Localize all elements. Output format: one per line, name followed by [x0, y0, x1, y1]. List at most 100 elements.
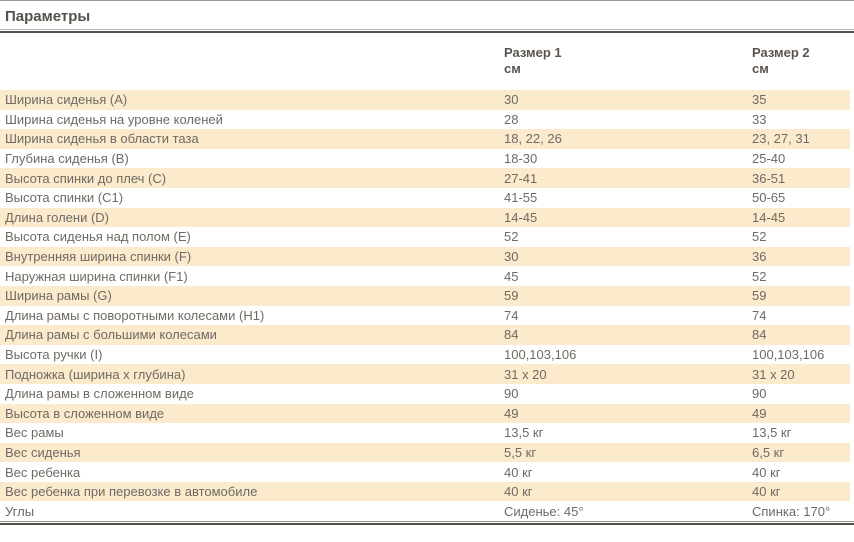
- row-value-size2: 23, 27, 31: [752, 131, 810, 147]
- row-label: Ширина сиденья (A): [5, 92, 128, 108]
- row-value-size1: 41-55: [504, 190, 538, 206]
- row-value-size1: 30: [504, 92, 519, 108]
- row-label: Длина рамы в сложенном виде: [5, 386, 194, 402]
- row-value-size1: 52: [504, 229, 519, 245]
- row-label: Вес рамы: [5, 425, 64, 441]
- row-value-size1: 13,5 кг: [504, 425, 544, 441]
- table-row: Глубина сиденья (B) 18-30 25-40: [0, 149, 850, 169]
- row-value-size2: 49: [752, 405, 767, 421]
- row-label: Вес сиденья: [5, 444, 81, 460]
- row-value-size1: 31 x 20: [504, 366, 547, 382]
- row-value-size2: 31 x 20: [752, 366, 795, 382]
- row-value-size1: 5,5 кг: [504, 444, 537, 460]
- row-value-size2: 35: [752, 92, 767, 108]
- page-title: Параметры: [5, 8, 91, 25]
- row-value-size2: 90: [752, 386, 767, 402]
- row-value-size2: 40 кг: [752, 464, 781, 480]
- row-label: Вес ребенка: [5, 464, 81, 480]
- table-row: Углы Сиденье: 45° Спинка: 170°: [0, 501, 850, 521]
- row-value-size1: 30: [504, 249, 519, 265]
- row-value-size2: 6,5 кг: [752, 444, 785, 460]
- row-value-size1: 14-45: [504, 209, 538, 225]
- table-row: Высота в сложенном виде 49 49: [0, 403, 850, 424]
- table-row: Наружная ширина спинки (F1) 45 52: [0, 266, 850, 286]
- row-value-size2: 52: [752, 229, 767, 245]
- row-value-size1: Сиденье: 45°: [504, 503, 584, 519]
- table-row: Подножка (ширина x глубина) 31 x 20 31 x 2…: [0, 364, 850, 384]
- column-header-size2-label: Размер 2: [752, 45, 810, 60]
- table-row: Внутренняя ширина спинки (F) 30 36: [0, 246, 850, 267]
- row-label: Высота спинки до плеч (C): [5, 170, 167, 186]
- table-row: Вес рамы 13,5 кг 13,5 кг: [0, 423, 850, 443]
- row-label: Углы: [5, 503, 35, 519]
- row-value-size1: 74: [504, 307, 519, 323]
- column-header-size1: Размер 1 см: [504, 45, 752, 77]
- header-empty-cell: [0, 45, 504, 77]
- row-label: Высота спинки (C1): [5, 190, 124, 206]
- table-row: Длина рамы с большими колесами 84 84: [0, 325, 850, 345]
- row-value-size2: 33: [752, 111, 767, 127]
- table-row: Длина рамы с поворотными колесами (H1) 74…: [0, 306, 850, 326]
- row-value-size1: 27-41: [504, 170, 538, 186]
- row-label: Высота сиденья над полом (E): [5, 229, 191, 245]
- row-value-size2: 14-45: [752, 209, 786, 225]
- parameters-table: Ширина сиденья (A) 30 35 Ширина сиденья на …: [0, 90, 850, 521]
- row-value-size2: 100,103,106: [752, 347, 825, 363]
- table-row: Ширина рамы (G) 59 59: [0, 285, 850, 306]
- row-value-size2: 40 кг: [752, 484, 781, 500]
- table-row: Вес сиденья 5,5 кг 6,5 кг: [0, 442, 850, 463]
- row-value-size1: 28: [504, 111, 519, 127]
- column-header-size2: Размер 2 см: [752, 45, 854, 77]
- row-value-size1: 40 кг: [504, 464, 533, 480]
- row-label: Длина рамы с большими колесами: [5, 327, 217, 343]
- row-value-size2: 74: [752, 307, 767, 323]
- column-header-size1-unit: см: [504, 61, 521, 76]
- row-value-size2: 13,5 кг: [752, 425, 792, 441]
- table-row: Вес ребенка 40 кг 40 кг: [0, 462, 850, 482]
- column-header-size2-unit: см: [752, 61, 769, 76]
- row-label: Вес ребенка при перевозке в автомобиле: [5, 484, 258, 500]
- table-row: Длина рамы в сложенном виде 90 90: [0, 384, 850, 404]
- table-row: Высота сиденья над полом (E) 52 52: [0, 227, 850, 247]
- row-value-size2: 84: [752, 327, 767, 343]
- row-value-size1: 40 кг: [504, 484, 533, 500]
- row-label: Ширина сиденья в области таза: [5, 131, 199, 147]
- row-label: Длина рамы с поворотными колесами (H1): [5, 307, 265, 323]
- table-row: Ширина сиденья в области таза 18, 22, 26 2…: [0, 129, 850, 149]
- row-value-size1: 84: [504, 327, 519, 343]
- row-value-size1: 100,103,106: [504, 347, 577, 363]
- bottom-divider: [0, 521, 854, 526]
- row-label: Глубина сиденья (B): [5, 151, 129, 167]
- table-row: Высота спинки до плеч (C) 27-41 36-51: [0, 168, 850, 188]
- table-row: Вес ребенка при перевозке в автомобиле 40…: [0, 481, 850, 502]
- title-divider: [0, 29, 854, 33]
- row-label: Длина голени (D): [5, 209, 109, 225]
- row-value-size2: Спинка: 170°: [752, 503, 831, 519]
- row-value-size1: 90: [504, 386, 519, 402]
- row-value-size1: 18-30: [504, 151, 538, 167]
- table-row: Длина голени (D) 14-45 14-45: [0, 207, 850, 228]
- row-value-size1: 45: [504, 268, 519, 284]
- row-label: Внутренняя ширина спинки (F): [5, 249, 192, 265]
- row-label: Ширина рамы (G): [5, 288, 112, 304]
- row-value-size2: 36-51: [752, 170, 786, 186]
- column-header-size1-label: Размер 1: [504, 45, 562, 60]
- row-value-size2: 36: [752, 249, 767, 265]
- row-label: Ширина сиденья на уровне коленей: [5, 111, 223, 127]
- row-label: Наружная ширина спинки (F1): [5, 268, 188, 284]
- top-divider: [0, 0, 854, 1]
- row-value-size1: 59: [504, 288, 519, 304]
- row-value-size1: 18, 22, 26: [504, 131, 562, 147]
- table-row: Высота ручки (I) 100,103,106 100,103,106: [0, 345, 850, 365]
- row-value-size2: 50-65: [752, 190, 786, 206]
- table-header: Размер 1 см Размер 2 см: [0, 45, 854, 77]
- table-row: Высота спинки (C1) 41-55 50-65: [0, 188, 850, 208]
- row-value-size1: 49: [504, 405, 519, 421]
- table-row: Ширина сиденья на уровне коленей 28 33: [0, 110, 850, 130]
- row-value-size2: 59: [752, 288, 767, 304]
- row-label: Высота ручки (I): [5, 347, 103, 363]
- row-value-size2: 25-40: [752, 151, 786, 167]
- row-label: Подножка (ширина x глубина): [5, 366, 186, 382]
- row-value-size2: 52: [752, 268, 767, 284]
- row-label: Высота в сложенном виде: [5, 405, 165, 421]
